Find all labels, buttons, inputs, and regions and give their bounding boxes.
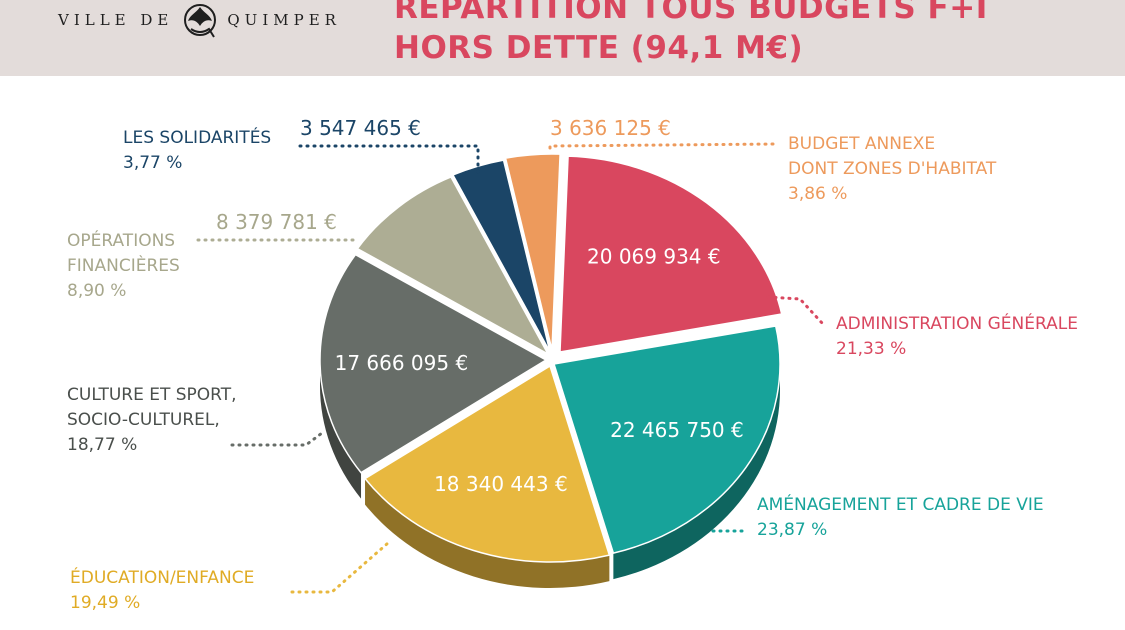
label-education-name: ÉDUCATION/ENFANCE [70, 568, 255, 588]
label-operations-line2: FINANCIÈRES [67, 256, 180, 276]
label-budget-annexe: BUDGET ANNEXE DONT ZONES D'HABITAT 3,86 … [788, 132, 996, 207]
label-amenagement-name: AMÉNAGEMENT ET CADRE DE VIE [757, 495, 1044, 515]
header-band: VILLE DE QUIMPER RÉPARTITION TOUS BUDGET… [0, 0, 1125, 76]
city-logo: VILLE DE QUIMPER [58, 4, 341, 38]
slice-0 [559, 155, 783, 353]
slice-3 [319, 253, 548, 474]
amount-solidarites: 3 547 465 € [300, 116, 421, 140]
label-budget-annexe-percent: 3,86 % [788, 184, 848, 204]
slice-1 [553, 325, 781, 555]
logo-text-left: VILLE DE [58, 11, 174, 29]
label-operations-percent: 8,90 % [67, 281, 127, 301]
title-line-1: RÉPARTITION TOUS BUDGETS F+I [394, 0, 988, 26]
pie-value-labels-layer: 20 069 934 € 22 465 750 € 18 340 443 € 17 6… [335, 245, 744, 496]
label-budget-annexe-line1: BUDGET ANNEXE [788, 134, 936, 154]
slice-value-label-2: 18 340 443 € [434, 472, 568, 496]
slice-side-3 [320, 360, 362, 499]
title-line-2: HORS DETTE (94,1 M€) [394, 30, 804, 66]
pie-depth-layer [320, 360, 780, 588]
label-solidarites: LES SOLIDARITÉS 3,77 % [123, 126, 271, 176]
slice-side-1 [613, 364, 780, 580]
slice-side-2 [365, 478, 610, 588]
leader-solidarites [298, 144, 480, 180]
label-administration-percent: 21,33 % [836, 339, 907, 359]
leader-lines [196, 142, 824, 594]
label-culture-percent: 18,77 % [67, 435, 138, 455]
slice-4 [356, 176, 550, 356]
label-budget-annexe-line2: DONT ZONES D'HABITAT [788, 159, 997, 179]
slice-value-label-3: 17 666 095 € [335, 351, 469, 375]
slice-6 [504, 153, 561, 351]
amount-operations: 8 379 781 € [216, 210, 337, 234]
page-title: RÉPARTITION TOUS BUDGETS F+I HORS DETTE … [394, 0, 988, 68]
label-culture-line1: CULTURE ET SPORT, [67, 385, 237, 405]
label-culture: CULTURE ET SPORT, SOCIO-CULTUREL, 18,77 … [67, 383, 237, 458]
label-amenagement-percent: 23,87 % [757, 520, 828, 540]
leader-budget-annexe [548, 142, 778, 150]
city-emblem-icon [184, 4, 217, 38]
label-operations: OPÉRATIONS FINANCIÈRES 8,90 % [67, 229, 180, 304]
label-education-percent: 19,49 % [70, 593, 141, 613]
label-solidarites-percent: 3,77 % [123, 153, 183, 173]
amount-budget-annexe: 3 636 125 € [550, 116, 671, 140]
label-education: ÉDUCATION/ENFANCE 19,49 % [70, 566, 254, 616]
leader-culture [230, 431, 324, 447]
label-operations-line1: OPÉRATIONS [67, 231, 176, 251]
logo-text-right: QUIMPER [227, 11, 341, 29]
label-culture-line2: SOCIO-CULTUREL, [67, 410, 220, 430]
label-amenagement: AMÉNAGEMENT ET CADRE DE VIE 23,87 % [757, 493, 1044, 543]
leader-education [290, 541, 390, 594]
label-solidarites-name: LES SOLIDARITÉS [123, 128, 272, 148]
slice-value-label-0: 20 069 934 € [587, 245, 721, 269]
label-administration-name: ADMINISTRATION GÉNÉRALE [836, 314, 1078, 334]
slice-value-label-1: 22 465 750 € [610, 418, 744, 442]
slice-2 [363, 364, 611, 563]
label-administration: ADMINISTRATION GÉNÉRALE 21,33 % [836, 312, 1078, 362]
pie-slices-layer [319, 153, 783, 563]
